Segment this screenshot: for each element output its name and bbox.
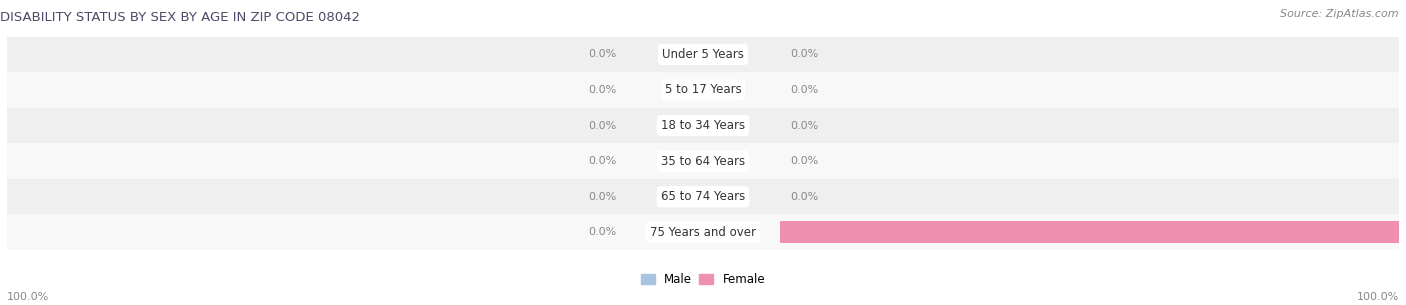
Text: 0.0%: 0.0%: [790, 85, 818, 95]
Text: 0.0%: 0.0%: [588, 85, 616, 95]
Text: 100.0%: 100.0%: [1357, 292, 1399, 302]
Bar: [779, 221, 1406, 243]
Text: 0.0%: 0.0%: [790, 49, 818, 59]
Text: 0.0%: 0.0%: [588, 192, 616, 202]
Text: 100.0%: 100.0%: [7, 292, 49, 302]
Text: 0.0%: 0.0%: [790, 156, 818, 166]
Text: DISABILITY STATUS BY SEX BY AGE IN ZIP CODE 08042: DISABILITY STATUS BY SEX BY AGE IN ZIP C…: [0, 11, 360, 24]
FancyBboxPatch shape: [7, 72, 1399, 108]
Legend: Male, Female: Male, Female: [636, 269, 770, 291]
Text: 0.0%: 0.0%: [588, 49, 616, 59]
FancyBboxPatch shape: [7, 214, 1399, 250]
FancyBboxPatch shape: [7, 37, 1399, 72]
Text: 0.0%: 0.0%: [790, 120, 818, 131]
Text: 0.0%: 0.0%: [588, 120, 616, 131]
Text: 0.0%: 0.0%: [588, 227, 616, 237]
Text: 5 to 17 Years: 5 to 17 Years: [665, 84, 741, 96]
Text: 0.0%: 0.0%: [790, 192, 818, 202]
Text: Under 5 Years: Under 5 Years: [662, 48, 744, 61]
FancyBboxPatch shape: [7, 108, 1399, 143]
Text: 65 to 74 Years: 65 to 74 Years: [661, 190, 745, 203]
Text: Source: ZipAtlas.com: Source: ZipAtlas.com: [1281, 9, 1399, 19]
Text: 75 Years and over: 75 Years and over: [650, 226, 756, 239]
Text: 0.0%: 0.0%: [588, 156, 616, 166]
FancyBboxPatch shape: [7, 179, 1399, 214]
Text: 18 to 34 Years: 18 to 34 Years: [661, 119, 745, 132]
FancyBboxPatch shape: [7, 143, 1399, 179]
Text: 35 to 64 Years: 35 to 64 Years: [661, 155, 745, 168]
